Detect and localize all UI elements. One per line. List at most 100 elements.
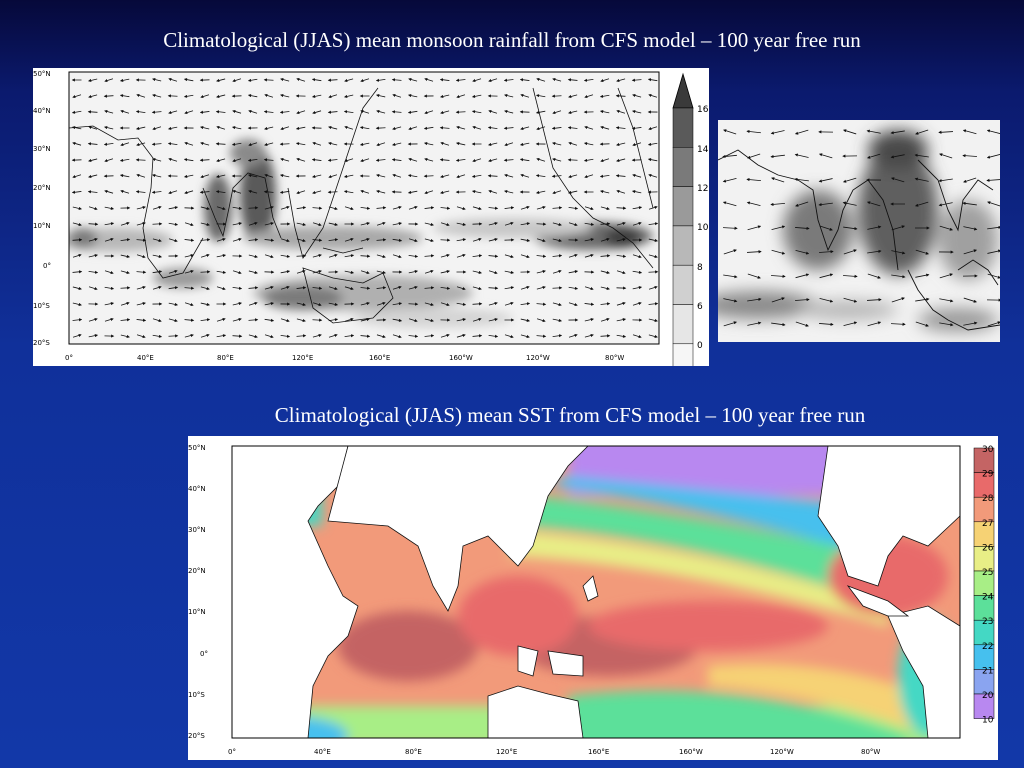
wind-vector [552, 254, 563, 258]
wind-vector [88, 334, 99, 338]
wind-vector [568, 270, 579, 274]
wind-vector [915, 321, 929, 327]
wind-vector [552, 142, 562, 146]
wind-vector [343, 110, 354, 114]
wind-vector [408, 254, 419, 258]
wind-vector [311, 78, 322, 82]
wind-vector [552, 222, 562, 227]
wind-vector [842, 177, 857, 183]
wind-vector [168, 302, 179, 306]
wind-vector [120, 238, 131, 242]
wind-vector [424, 206, 435, 210]
colorbar-label: 8 [697, 263, 703, 273]
wind-vector [963, 226, 978, 231]
wind-vector [771, 177, 785, 183]
wind-vector [104, 286, 115, 290]
wind-vector [408, 318, 418, 323]
wind-vector [280, 77, 290, 82]
wind-vector [312, 141, 322, 146]
wind-vector [648, 254, 658, 259]
colorbar-label: 12 [697, 184, 708, 194]
lat-label: 30°N [33, 145, 51, 153]
lon-label: 0° [65, 354, 73, 362]
wind-vector [168, 286, 179, 290]
wind-vector [723, 129, 737, 135]
wind-vector [232, 286, 243, 290]
wind-vector [136, 221, 146, 226]
wind-vector [216, 158, 226, 163]
wind-vector [392, 302, 403, 306]
wind-vector [391, 78, 402, 82]
wind-vector [616, 109, 626, 114]
wind-vector [986, 129, 1000, 134]
wind-vector [391, 158, 402, 162]
wind-vector [616, 270, 626, 275]
wind-vector [343, 174, 354, 178]
wind-vector [503, 126, 514, 130]
wind-vector [215, 142, 226, 146]
wind-vector [168, 222, 179, 226]
wind-vector [471, 190, 482, 194]
wind-vector [424, 238, 434, 243]
wind-vector [264, 205, 274, 210]
wind-vector [722, 154, 737, 159]
wind-vector [488, 237, 498, 242]
wind-vector [103, 142, 114, 146]
wind-vector [456, 222, 467, 226]
wind-vector [216, 174, 226, 178]
wind-vector [72, 253, 82, 258]
wind-vector [152, 318, 162, 323]
wind-vector [408, 126, 418, 131]
rainfall-lon-labels: 0° 40°E 80°E 120°E 160°E 160°W 120°W 80°… [65, 354, 624, 362]
wind-vector [327, 190, 338, 194]
wind-vector [184, 222, 194, 227]
wind-vector [72, 206, 82, 210]
wind-vector [439, 78, 450, 82]
wind-vector [891, 297, 905, 303]
wind-vector [615, 94, 626, 98]
wind-vector [360, 286, 371, 290]
wind-vector [536, 205, 546, 210]
wind-vector [312, 253, 322, 258]
wind-vector [232, 334, 243, 338]
wind-vector [103, 94, 114, 98]
wind-vector [168, 269, 178, 274]
wind-vector [747, 153, 761, 159]
wind-vector [519, 142, 530, 146]
wind-vector [600, 237, 610, 242]
wind-vector [472, 286, 482, 291]
wind-vector [440, 253, 450, 258]
wind-vector [88, 286, 98, 291]
lon-label: 160°W [449, 354, 473, 362]
wind-vector [168, 238, 178, 243]
wind-vector [88, 174, 98, 179]
wind-vector [216, 254, 227, 258]
wind-vector [232, 317, 242, 322]
wind-vector [327, 158, 338, 162]
wind-vector [296, 318, 306, 323]
wind-vector [152, 126, 162, 131]
wind-vector [184, 110, 194, 115]
wind-vector [152, 157, 162, 162]
wind-vector [88, 206, 98, 211]
wind-vector [360, 158, 370, 163]
wind-vector [200, 253, 210, 258]
wind-vector [264, 173, 274, 178]
wind-vector [842, 201, 857, 206]
wind-vector [488, 334, 499, 338]
wind-vector [296, 269, 306, 274]
wind-vector [520, 205, 530, 210]
wind-vector [986, 154, 1000, 159]
wind-vector [455, 158, 466, 162]
wind-vector [819, 250, 834, 254]
wind-vector [360, 189, 370, 194]
wind-vector [616, 142, 626, 147]
lat-label: 50°N [33, 70, 51, 78]
wind-vector [600, 270, 610, 275]
wind-vector [615, 126, 626, 130]
wind-vector [568, 110, 578, 115]
wind-vector [248, 270, 258, 275]
wind-vector [440, 333, 450, 338]
wind-vector [392, 285, 402, 290]
wind-vector [600, 206, 610, 211]
